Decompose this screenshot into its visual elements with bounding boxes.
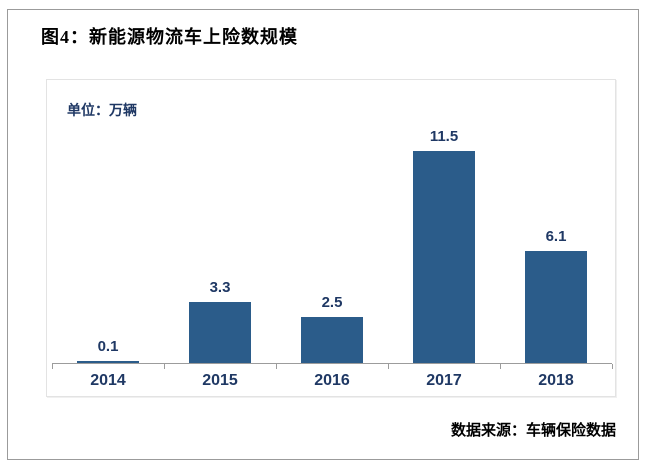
x-axis-label: 2015 (202, 372, 238, 389)
source-label: 数据来源：车辆保险数据 (450, 422, 616, 439)
bar-value-label: 0.1 (97, 338, 119, 355)
x-axis-tick (276, 364, 277, 369)
x-axis-tick (52, 364, 53, 369)
figure-frame: 图4：新能源物流车上险数规模 0.1 2014 3.3 2015 2.5 2016 11.5… (7, 9, 639, 460)
bar (77, 361, 139, 363)
x-axis-label: 2016 (314, 372, 350, 389)
bar-slot: 0.1 2014 (52, 80, 164, 396)
x-axis-tick (500, 364, 501, 369)
chart-panel: 0.1 2014 3.3 2015 2.5 2016 11.5 2017 6.1 2018 单位：… (46, 79, 616, 397)
bar (189, 302, 251, 363)
x-axis-tick (388, 364, 389, 369)
bar-slot: 6.1 2018 (500, 80, 612, 396)
x-axis-label: 2014 (90, 372, 126, 389)
bar (413, 151, 475, 363)
x-axis-line (52, 363, 612, 364)
bar (525, 251, 587, 363)
bar-value-label: 11.5 (429, 128, 459, 145)
bar-slot: 3.3 2015 (164, 80, 276, 396)
x-axis-tick (164, 364, 165, 369)
bar-chart: 0.1 2014 3.3 2015 2.5 2016 11.5 2017 6.1 2018 (47, 80, 617, 396)
bar-slot: 11.5 2017 (388, 80, 500, 396)
bar-value-label: 3.3 (209, 279, 231, 296)
bar (301, 317, 363, 363)
bar-slot: 2.5 2016 (276, 80, 388, 396)
x-axis-label: 2017 (426, 372, 462, 389)
x-axis-label: 2018 (538, 372, 574, 389)
x-axis-tick (612, 364, 613, 369)
figure-title: 图4：新能源物流车上险数规模 (41, 27, 298, 47)
unit-label: 单位：万辆 (67, 102, 137, 118)
bar-value-label: 2.5 (321, 294, 343, 311)
bar-value-label: 6.1 (545, 228, 567, 245)
